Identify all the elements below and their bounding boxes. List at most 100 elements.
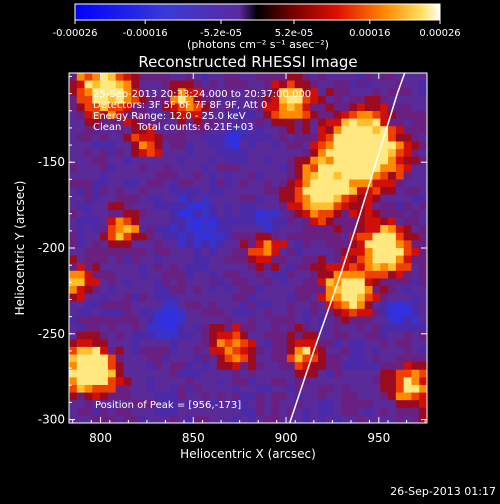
heatmap-cell <box>162 339 171 348</box>
heatmap-cell <box>100 217 109 226</box>
heatmap-cell <box>107 407 117 416</box>
heatmap-cell <box>395 156 405 165</box>
heatmap-cell <box>310 141 319 150</box>
heatmap-cell <box>263 263 272 272</box>
heatmap-cell <box>294 179 304 188</box>
heatmap-cell <box>240 263 249 272</box>
heatmap-cell <box>224 415 234 423</box>
heatmap-cell <box>364 369 374 378</box>
heatmap-cell <box>388 88 397 97</box>
heatmap-cell <box>403 95 413 105</box>
heatmap-cell <box>139 286 148 295</box>
heatmap-cell <box>380 415 389 423</box>
heatmap-cell <box>170 179 179 188</box>
heatmap-cell <box>302 308 311 318</box>
heatmap-cell <box>395 187 405 196</box>
heatmap-cell <box>271 316 280 325</box>
heatmap-cell <box>92 377 101 386</box>
heatmap-cell <box>100 400 109 409</box>
heatmap-cell <box>294 217 304 226</box>
heatmap-cell <box>364 278 374 287</box>
heatmap-cell <box>76 248 86 257</box>
heatmap-cell <box>380 354 389 363</box>
heatmap-cell <box>279 141 288 150</box>
heatmap-cell <box>100 278 109 287</box>
heatmap-cell <box>162 407 171 416</box>
heatmap-cell <box>286 392 296 401</box>
heatmap-cell <box>162 194 171 203</box>
heatmap-cell <box>356 407 366 416</box>
heatmap-cell <box>356 164 366 173</box>
heatmap-cell <box>185 339 195 348</box>
heatmap-cell <box>271 133 280 143</box>
heatmap-cell <box>372 339 381 348</box>
heatmap-cell <box>263 232 272 241</box>
heatmap-cell <box>310 217 319 226</box>
heatmap-cell <box>107 255 117 264</box>
heatmap-cell <box>388 384 397 394</box>
heatmap-cell <box>162 346 171 356</box>
heatmap-cell <box>372 103 381 112</box>
heatmap-cell <box>403 111 413 120</box>
heatmap-cell <box>325 240 335 249</box>
heatmap-cell <box>372 362 381 371</box>
heatmap-cell <box>76 118 86 127</box>
heatmap-cell <box>333 316 342 325</box>
heatmap-cell <box>232 415 241 423</box>
heatmap-cell <box>364 255 374 264</box>
heatmap-cell <box>131 225 140 234</box>
heatmap-cell <box>139 133 148 143</box>
heatmap-cell <box>325 346 335 356</box>
heatmap-cell <box>279 286 288 295</box>
heatmap-cell <box>76 141 86 150</box>
heatmap-cell <box>154 369 163 378</box>
heatmap-cell <box>240 187 249 196</box>
heatmap-cell <box>263 126 272 135</box>
heatmap-cell <box>294 240 304 249</box>
heatmap-cell <box>302 362 311 371</box>
heatmap-cell <box>255 73 265 82</box>
heatmap-cell <box>325 232 335 241</box>
heatmap-cell <box>318 164 327 173</box>
heatmap-cell <box>294 362 304 371</box>
heatmap-cell <box>395 240 405 249</box>
heatmap-cell <box>84 111 93 120</box>
heatmap-cell <box>209 392 218 401</box>
heatmap-cell <box>92 217 101 226</box>
heatmap-cell <box>224 126 234 135</box>
heatmap-cell <box>255 88 265 97</box>
heatmap-cell <box>395 331 405 340</box>
heatmap-cell <box>232 141 241 150</box>
heatmap-cell <box>193 103 202 112</box>
heatmap-cell <box>372 95 381 105</box>
heatmap-cell <box>201 377 210 386</box>
heatmap-cell <box>154 270 163 280</box>
heatmap-cell <box>271 149 280 158</box>
heatmap-cell <box>263 407 272 416</box>
heatmap-cell <box>69 384 78 394</box>
heatmap-cell <box>131 88 140 97</box>
heatmap-cell <box>411 126 420 135</box>
heatmap-cell <box>403 331 413 340</box>
heatmap-cell <box>349 202 358 211</box>
heatmap-cell <box>177 415 187 423</box>
heatmap-cell <box>224 164 234 173</box>
heatmap-cell <box>185 369 195 378</box>
heatmap-cell <box>325 80 335 89</box>
heatmap-cell <box>139 126 148 135</box>
heatmap-cell <box>286 156 296 165</box>
heatmap-cell <box>248 392 257 401</box>
heatmap-cell <box>356 118 366 127</box>
heatmap-cell <box>356 384 366 394</box>
heatmap-cell <box>318 202 327 211</box>
heatmap-cell <box>286 407 296 416</box>
heatmap-cell <box>271 339 280 348</box>
heatmap-cell <box>76 126 86 135</box>
heatmap-cell <box>201 73 210 82</box>
heatmap-cell <box>185 415 195 423</box>
heatmap-cell <box>146 339 156 348</box>
heatmap-cell <box>380 392 389 401</box>
heatmap-cell <box>248 80 257 89</box>
heatmap-cell <box>240 73 249 82</box>
heatmap-cell <box>411 209 420 219</box>
